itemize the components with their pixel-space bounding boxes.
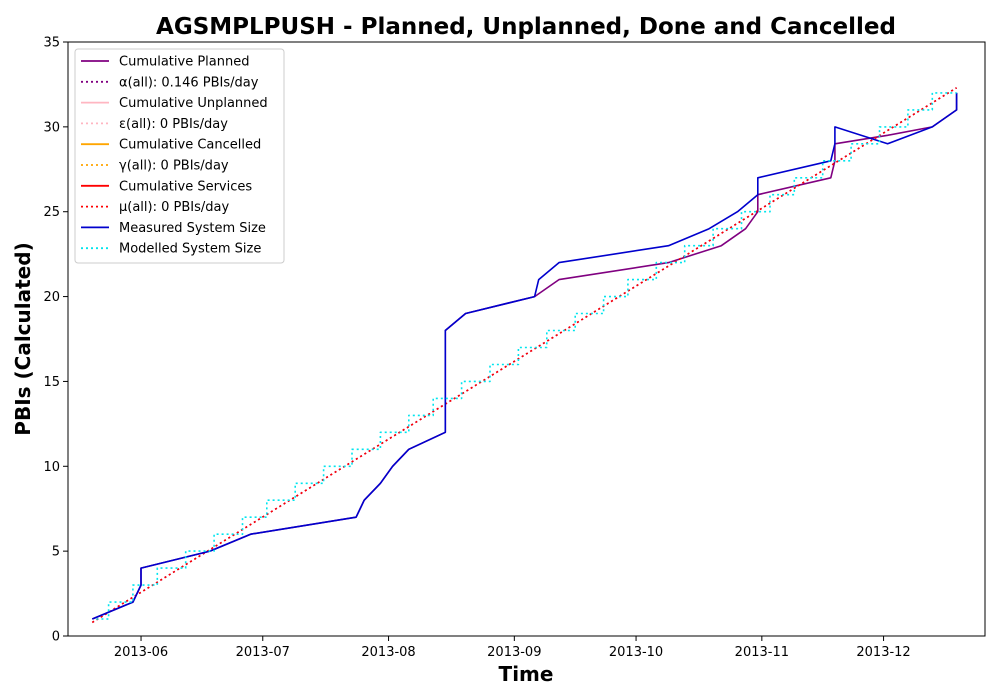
- y-tick-label: 35: [43, 36, 60, 51]
- legend-label: Cumulative Cancelled: [119, 138, 261, 153]
- x-tick-label: 2013-10: [609, 645, 663, 660]
- y-tick-label: 5: [52, 545, 60, 560]
- y-tick-label: 10: [43, 460, 60, 475]
- x-tick-label: 2013-07: [236, 645, 290, 660]
- x-tick-label: 2013-06: [114, 645, 168, 660]
- legend-label: Modelled System Size: [119, 242, 261, 257]
- series-line-measured-system-size: [91, 92, 958, 620]
- x-axis: 2013-06 2013-07 2013-08 2013-09 2013-10 2013-…: [114, 636, 911, 660]
- x-tick-label: 2013-09: [487, 645, 541, 660]
- legend-box: [74, 48, 285, 264]
- legend-label: ε(all): 0 PBIs/day: [119, 117, 228, 132]
- chart-title: AGSMPLPUSH - Planned, Unplanned, Done an…: [156, 14, 896, 40]
- x-tick-label: 2013-11: [735, 645, 789, 660]
- series-line-all-0-pbis-day: [91, 87, 958, 624]
- y-tick-label: 20: [43, 290, 60, 305]
- x-axis-title: Time: [499, 662, 554, 686]
- series-line-modelled-system-size: [96, 92, 957, 620]
- y-axis-title: PBIs (Calculated): [11, 242, 35, 435]
- legend-label: Cumulative Planned: [119, 55, 249, 70]
- x-tick-label: 2013-08: [361, 645, 415, 660]
- y-tick-label: 30: [43, 120, 60, 135]
- legend: Cumulative Planned α(all): 0.146 PBIs/day…: [74, 48, 285, 264]
- y-tick-label: 0: [52, 630, 60, 645]
- legend-label: μ(all): 0 PBIs/day: [119, 200, 229, 215]
- legend-label: Cumulative Unplanned: [119, 96, 268, 111]
- y-axis: 0 5 10 15 20 25 30 35: [43, 36, 68, 645]
- legend-label: Measured System Size: [119, 221, 266, 236]
- plot-frame: [67, 41, 986, 637]
- x-tick-label: 2013-12: [856, 645, 910, 660]
- y-tick-label: 15: [43, 375, 60, 390]
- series-layer: [91, 87, 958, 624]
- legend-label: γ(all): 0 PBIs/day: [119, 159, 229, 174]
- legend-label: Cumulative Services: [119, 179, 252, 194]
- y-tick-label: 25: [43, 205, 60, 220]
- legend-label: α(all): 0.146 PBIs/day: [119, 75, 259, 90]
